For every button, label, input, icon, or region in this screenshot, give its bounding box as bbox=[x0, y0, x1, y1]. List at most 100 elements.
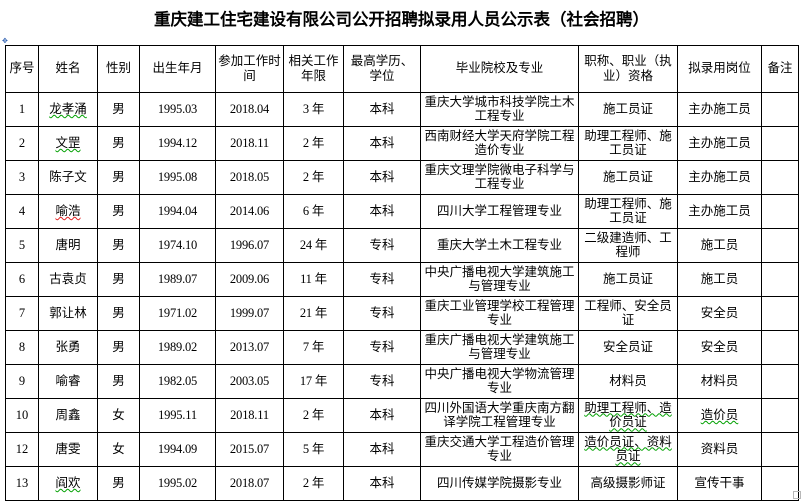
column-header-name: 姓名 bbox=[38, 44, 98, 93]
cell-sex: 男 bbox=[97, 91, 140, 127]
cell-index: 4 bbox=[5, 193, 39, 229]
column-header-name-label: 姓名 bbox=[55, 61, 81, 76]
cell-education: 本科 bbox=[343, 397, 421, 433]
column-header-post: 拟录用岗位 bbox=[677, 44, 762, 93]
table-move-handle-icon[interactable]: ✥ bbox=[2, 36, 8, 45]
cell-name: 龙孝涌 bbox=[38, 91, 98, 127]
cell-work-start: 2015.07 bbox=[215, 431, 284, 467]
resize-handle-icon[interactable] bbox=[793, 491, 801, 499]
cell-index: 12 bbox=[5, 431, 39, 467]
table-row: 12 唐雯女 1994.09 2015.07 5 年本科 重庆交通大学工程造价管理专业 造价… bbox=[5, 431, 799, 467]
cell-education: 本科 bbox=[343, 193, 421, 229]
cell-sex: 男 bbox=[97, 193, 140, 229]
column-header-experience-years-label: 相关工作年限 bbox=[288, 54, 339, 83]
cell-name-text: 阎欢 bbox=[55, 475, 81, 490]
cell-name: 喻睿 bbox=[38, 363, 98, 399]
cell-index: 5 bbox=[5, 227, 39, 263]
table-row: 4 喻浩 男 1994.04 2014.06 6 年本科 四川大学工程管理专业 助理工程师、施… bbox=[5, 193, 799, 229]
cell-work-start: 2003.05 bbox=[215, 363, 284, 399]
cell-name: 喻浩 bbox=[38, 193, 98, 229]
cell-post: 主办施工员 bbox=[677, 91, 762, 127]
cell-index: 9 bbox=[5, 363, 39, 399]
table-row: 6 古袁贞男 1989.07 2009.06 11 年专科 中央广播电视大学建筑施工与管理… bbox=[5, 261, 799, 297]
cell-certificate: 助理工程师、施工员证 bbox=[578, 193, 678, 229]
cell-sex: 男 bbox=[97, 465, 140, 501]
cell-certificate: 助理工程师、造价员证 bbox=[578, 397, 678, 433]
cell-sex: 男 bbox=[97, 261, 140, 297]
cell-note bbox=[761, 227, 799, 263]
cell-post-text: 造价员 bbox=[700, 407, 739, 422]
cell-birth: 1995.11 bbox=[139, 397, 216, 433]
cell-experience-years: 2 年 bbox=[283, 125, 344, 161]
cell-experience-years: 17 年 bbox=[283, 363, 344, 399]
table-container: 序号 姓名 性别 出生年月 参加工作时间 相关工作年限 最高学历、学位 毕业院校… bbox=[0, 44, 803, 501]
cell-experience-years: 11 年 bbox=[283, 261, 344, 297]
column-header-experience-years: 相关工作年限 bbox=[283, 44, 344, 93]
cell-birth: 1994.04 bbox=[139, 193, 216, 229]
cell-work-start: 2018.07 bbox=[215, 465, 284, 501]
cell-note bbox=[761, 193, 799, 229]
cell-school: 西南财经大学天府学院工程造价专业 bbox=[420, 125, 579, 161]
cell-name: 张勇 bbox=[38, 329, 98, 365]
cell-school: 重庆广播电视大学建筑施工与管理专业 bbox=[420, 329, 579, 365]
cell-sex: 男 bbox=[97, 363, 140, 399]
cell-certificate: 施工员证 bbox=[578, 261, 678, 297]
cell-experience-years: 2 年 bbox=[283, 397, 344, 433]
cell-name: 唐明 bbox=[38, 227, 98, 263]
table-row: 5 唐明男 1974.10 1996.07 24 年专科 重庆大学土木工程专业 二级建造师、… bbox=[5, 227, 799, 263]
cell-education: 专科 bbox=[343, 261, 421, 297]
cell-certificate: 助理工程师、施工员证 bbox=[578, 125, 678, 161]
public-notice-table: 序号 姓名 性别 出生年月 参加工作时间 相关工作年限 最高学历、学位 毕业院校… bbox=[5, 44, 799, 501]
cell-sex: 男 bbox=[97, 295, 140, 331]
cell-school: 重庆交通大学工程造价管理专业 bbox=[420, 431, 579, 467]
cell-birth: 1995.03 bbox=[139, 91, 216, 127]
column-header-note-label: 备注 bbox=[767, 61, 793, 76]
column-header-birth: 出生年月 bbox=[139, 44, 216, 93]
cell-post: 安全员 bbox=[677, 329, 762, 365]
cell-post: 主办施工员 bbox=[677, 193, 762, 229]
cell-index: 13 bbox=[5, 465, 39, 501]
cell-birth: 1994.09 bbox=[139, 431, 216, 467]
cell-work-start: 2018.05 bbox=[215, 159, 284, 195]
cell-experience-years: 21 年 bbox=[283, 295, 344, 331]
cell-sex: 女 bbox=[97, 397, 140, 433]
cell-name-text: 喻浩 bbox=[55, 203, 81, 218]
cell-post: 施工员 bbox=[677, 227, 762, 263]
cell-birth: 1995.02 bbox=[139, 465, 216, 501]
cell-index: 2 bbox=[5, 125, 39, 161]
cell-post: 造价员 bbox=[677, 397, 762, 433]
cell-note bbox=[761, 329, 799, 365]
cell-school: 重庆大学土木工程专业 bbox=[420, 227, 579, 263]
table-header: 序号 姓名 性别 出生年月 参加工作时间 相关工作年限 最高学历、学位 毕业院校… bbox=[5, 44, 799, 93]
cell-work-start: 1996.07 bbox=[215, 227, 284, 263]
page-title: 重庆建工住宅建设有限公司公开招聘拟录用人员公示表（社会招聘） bbox=[154, 10, 649, 29]
table-body: 1 龙孝涌男 1995.03 2018.04 3 年本科 重庆大学城市科技学院土木工程专业… bbox=[5, 91, 799, 501]
cell-name-text: 文罡 bbox=[55, 135, 81, 150]
column-header-school-label: 毕业院校及专业 bbox=[455, 61, 544, 76]
cell-note bbox=[761, 261, 799, 297]
cell-education: 专科 bbox=[343, 295, 421, 331]
table-row: 3 陈子文男 1995.08 2018.05 2 年本科 重庆文理学院微电子科学与工程专业… bbox=[5, 159, 799, 195]
table-row: 7 郭让林男 1971.02 1999.07 21 年专科 重庆工业管理学校工程管理专业工… bbox=[5, 295, 799, 331]
cell-note bbox=[761, 91, 799, 127]
column-header-education-label: 最高学历、学位 bbox=[350, 54, 414, 83]
cell-index: 3 bbox=[5, 159, 39, 195]
cell-name: 周鑫 bbox=[38, 397, 98, 433]
cell-experience-years: 5 年 bbox=[283, 431, 344, 467]
cell-post: 主办施工员 bbox=[677, 159, 762, 195]
table-row: 13 阎欢 男 1995.02 2018.07 2 年本科 四川传媒学院摄影专业 高级摄影师证… bbox=[5, 465, 799, 501]
cell-education: 本科 bbox=[343, 91, 421, 127]
cell-note bbox=[761, 159, 799, 195]
cell-name: 文罡 bbox=[38, 125, 98, 161]
cell-note bbox=[761, 431, 799, 467]
cell-name: 阎欢 bbox=[38, 465, 98, 501]
cell-work-start: 2018.11 bbox=[215, 125, 284, 161]
cell-sex: 男 bbox=[97, 329, 140, 365]
column-header-post-label: 拟录用岗位 bbox=[688, 61, 751, 76]
cell-work-start: 2013.07 bbox=[215, 329, 284, 365]
cell-certificate-text: 助理工程师、造价员证 bbox=[584, 400, 672, 430]
cell-birth: 1974.10 bbox=[139, 227, 216, 263]
cell-experience-years: 2 年 bbox=[283, 159, 344, 195]
cell-post: 安全员 bbox=[677, 295, 762, 331]
column-header-birth-label: 出生年月 bbox=[152, 61, 203, 76]
